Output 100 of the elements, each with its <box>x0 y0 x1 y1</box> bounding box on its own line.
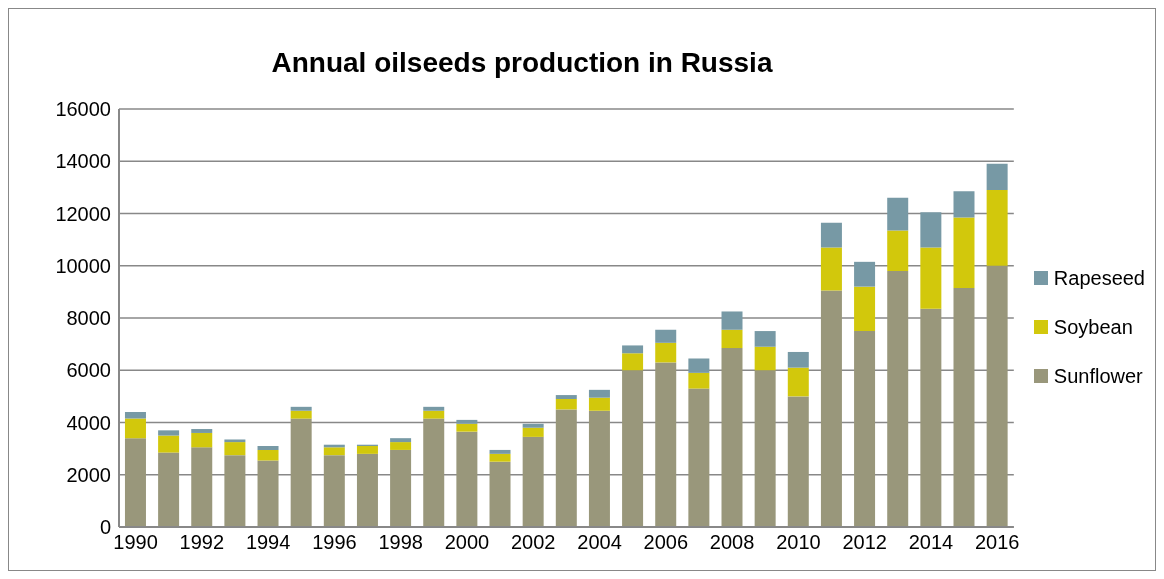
x-tick-label: 2012 <box>842 531 887 554</box>
bar <box>158 452 180 527</box>
bar <box>390 449 412 527</box>
bar <box>688 358 710 373</box>
bar <box>191 432 213 448</box>
x-tick-label: 2008 <box>709 531 755 554</box>
bar <box>423 418 445 527</box>
bar <box>423 406 445 411</box>
bar <box>257 449 279 461</box>
bar <box>588 389 610 398</box>
bar <box>820 247 842 291</box>
y-tick-label: 0 <box>99 516 111 539</box>
bar <box>555 398 577 410</box>
bar <box>158 435 180 453</box>
bar <box>323 447 345 456</box>
bar <box>787 396 809 527</box>
bar <box>622 345 644 354</box>
bar <box>555 409 577 527</box>
bar <box>290 406 312 411</box>
bar <box>986 163 1008 190</box>
bar <box>986 265 1008 527</box>
bar <box>191 447 213 527</box>
y-tick-label: 12000 <box>55 202 111 225</box>
bar <box>622 353 644 371</box>
bar <box>754 331 776 347</box>
bar <box>456 423 478 432</box>
bar <box>290 418 312 527</box>
bar <box>920 308 942 527</box>
chart-title: Annual oilseeds production in Russia <box>270 46 774 80</box>
bar <box>920 212 942 248</box>
y-tick-label: 8000 <box>66 307 111 330</box>
bar <box>688 372 710 389</box>
bar <box>257 460 279 527</box>
bar <box>588 397 610 411</box>
bar <box>754 346 776 371</box>
bar <box>489 461 511 527</box>
y-tick-label: 14000 <box>55 150 111 173</box>
bar <box>290 410 312 419</box>
bar <box>854 286 876 332</box>
bar <box>323 455 345 527</box>
bar <box>356 446 378 454</box>
bar <box>588 410 610 527</box>
x-tick-label: 2004 <box>577 531 622 554</box>
bar <box>854 261 876 287</box>
x-tick-label: 1994 <box>245 531 291 554</box>
bar <box>423 410 445 419</box>
legend-label: Rapeseed <box>1053 266 1145 290</box>
bar <box>953 217 975 288</box>
bar <box>622 370 644 527</box>
bar <box>191 429 213 433</box>
bar <box>456 419 478 424</box>
bar <box>721 311 743 330</box>
bar <box>224 442 246 456</box>
bar <box>124 438 146 527</box>
bar <box>655 329 677 343</box>
bar <box>158 430 180 436</box>
x-tick-label: 1992 <box>179 531 225 554</box>
x-tick-label: 1998 <box>378 531 423 554</box>
bar <box>124 412 146 419</box>
bar <box>456 431 478 527</box>
x-tick-label: 2016 <box>974 531 1020 554</box>
bar <box>887 197 909 231</box>
bar <box>820 290 842 527</box>
bar <box>522 436 544 527</box>
x-tick-label: 1990 <box>113 531 158 554</box>
x-tick-label: 1996 <box>312 531 357 554</box>
bar <box>522 427 544 437</box>
bar <box>754 370 776 527</box>
bar <box>721 329 743 349</box>
bar <box>887 230 909 271</box>
y-tick-label: 16000 <box>55 98 111 121</box>
bar <box>489 453 511 462</box>
x-tick-label: 2002 <box>511 531 556 554</box>
bar <box>820 222 842 248</box>
bar <box>124 418 146 439</box>
bar <box>953 287 975 527</box>
bar <box>257 446 279 450</box>
bar <box>489 449 511 454</box>
bar <box>854 331 876 527</box>
x-tick-label: 2014 <box>908 531 954 554</box>
y-tick-label: 10000 <box>55 254 111 277</box>
y-tick-label: 6000 <box>66 359 111 382</box>
y-tick-label: 2000 <box>66 463 111 486</box>
bar <box>390 442 412 450</box>
bar <box>688 388 710 527</box>
bar <box>953 191 975 218</box>
bar <box>356 453 378 527</box>
legend-label: Soybean <box>1053 315 1133 339</box>
bar <box>787 351 809 368</box>
bar <box>721 348 743 527</box>
bar <box>224 455 246 527</box>
x-tick-label: 2000 <box>444 531 490 554</box>
bar <box>787 367 809 397</box>
bar <box>522 423 544 428</box>
x-tick-label: 2006 <box>643 531 689 554</box>
bar <box>920 247 942 309</box>
bar <box>390 438 412 443</box>
bar <box>655 362 677 527</box>
legend-label: Sunflower <box>1053 364 1143 388</box>
bar <box>655 342 677 363</box>
